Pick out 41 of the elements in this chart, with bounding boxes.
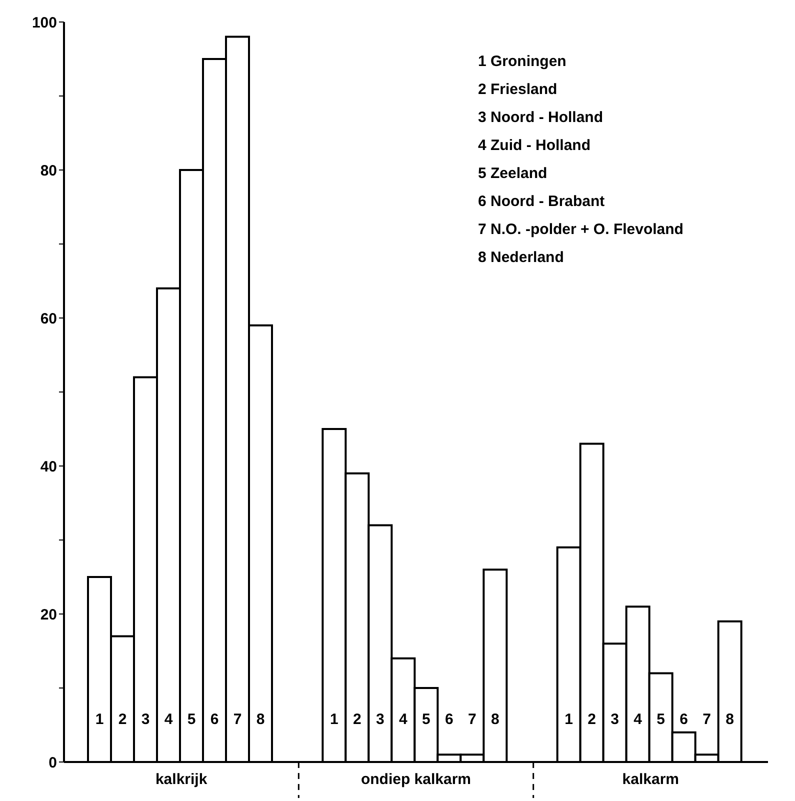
text: 5 <box>422 711 430 728</box>
series-label: 7 <box>233 711 242 728</box>
annotation: 4 Zuid - Holland <box>478 136 592 156</box>
series-label: 1 <box>564 711 574 728</box>
y-tick-label: 20 <box>40 606 57 624</box>
text: 7 <box>702 711 712 728</box>
text: 1 <box>95 711 104 728</box>
series-label: 8 <box>726 711 734 728</box>
series-label: 6 <box>680 711 688 728</box>
text: 8 <box>490 711 500 728</box>
annotation: 8 Nederland <box>478 248 565 268</box>
text: 8 <box>256 711 265 728</box>
text: 4 <box>398 711 408 728</box>
text: 4 <box>164 711 173 728</box>
text: 3 <box>141 711 150 728</box>
text: 2 <box>352 711 362 728</box>
text: 6 <box>444 711 454 728</box>
series-label: 4 <box>634 711 643 728</box>
text: 1 <box>330 711 338 728</box>
y-tick-label: 80 <box>40 162 57 180</box>
x-tick-label: ondiep kalkarm <box>360 771 472 788</box>
annotation: 2 Friesland <box>478 80 558 100</box>
annotation: 7 N.O. -polder + O. Flevoland <box>478 220 684 240</box>
annotation: 3 Noord - Holland <box>478 108 604 128</box>
text: 3 <box>376 711 384 728</box>
text: 7 <box>468 711 476 728</box>
annotation: 5 Zeeland <box>478 164 548 184</box>
annotation: 6 Noord - Brabant <box>478 192 606 212</box>
annotation: 1 Groningen <box>478 52 568 72</box>
series-label: 3 <box>610 711 620 728</box>
series-label: 5 <box>656 711 666 728</box>
y-tick-label: 40 <box>40 458 57 476</box>
y-tick-label: 100 <box>32 14 57 32</box>
series-label: 2 <box>588 711 596 728</box>
y-tick-label: 60 <box>40 310 57 328</box>
x-tick-label: kalkrijk <box>155 771 208 788</box>
text: 5 <box>187 711 196 728</box>
text: 2 <box>118 711 127 728</box>
x-tick-label: kalkarm <box>622 771 680 788</box>
y-tick-label: 0 <box>48 754 57 772</box>
text: 6 <box>210 711 219 728</box>
